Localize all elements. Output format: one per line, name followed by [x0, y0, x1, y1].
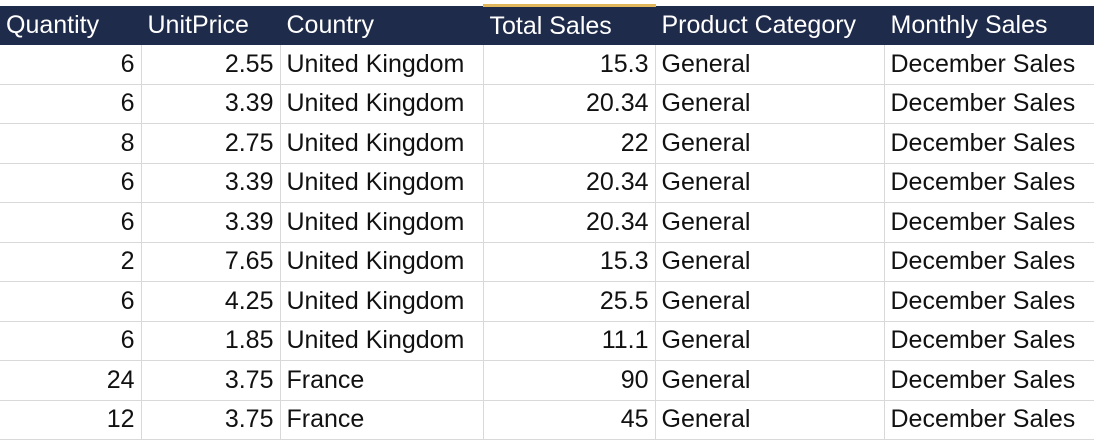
- product-category-cell[interactable]: General: [655, 84, 885, 124]
- quantity-cell[interactable]: 6: [0, 321, 142, 361]
- unitprice-cell[interactable]: 3.39: [141, 163, 281, 203]
- quantity-cell[interactable]: 24: [0, 360, 142, 401]
- monthly-sales-cell[interactable]: December Sales: [884, 163, 1094, 203]
- total-sales-cell[interactable]: 22: [483, 123, 656, 164]
- product-category-cell[interactable]: General: [655, 163, 885, 203]
- column-header-total-sales[interactable]: Total Sales: [483, 4, 656, 45]
- country-cell[interactable]: United Kingdom: [280, 123, 484, 164]
- column-header-country[interactable]: Country: [280, 5, 484, 45]
- total-sales-cell[interactable]: 11.1: [483, 321, 656, 361]
- spreadsheet: Quantity UnitPrice Country Total Sales P…: [0, 4, 1094, 440]
- product-category-cell[interactable]: General: [655, 400, 885, 440]
- quantity-cell[interactable]: 6: [0, 163, 142, 203]
- unitprice-cell[interactable]: 1.85: [141, 321, 281, 361]
- product-category-cell[interactable]: General: [655, 360, 885, 401]
- monthly-sales-cell[interactable]: December Sales: [884, 123, 1094, 164]
- column-header-quantity[interactable]: Quantity: [0, 5, 142, 45]
- country-cell[interactable]: United Kingdom: [280, 45, 484, 85]
- product-category-cell[interactable]: General: [655, 202, 885, 243]
- table-body: 6 2.55 United Kingdom 15.3 General Decem…: [0, 45, 1094, 440]
- product-category-cell[interactable]: General: [655, 281, 885, 322]
- unitprice-cell[interactable]: 2.75: [141, 123, 281, 164]
- quantity-cell[interactable]: 6: [0, 45, 142, 85]
- total-sales-cell[interactable]: 20.34: [483, 84, 656, 124]
- product-category-cell[interactable]: General: [655, 242, 885, 282]
- monthly-sales-cell[interactable]: December Sales: [884, 281, 1094, 322]
- unitprice-cell[interactable]: 2.55: [141, 45, 281, 85]
- monthly-sales-cell[interactable]: December Sales: [884, 45, 1094, 85]
- quantity-cell[interactable]: 12: [0, 400, 142, 440]
- total-sales-cell[interactable]: 45: [483, 400, 656, 440]
- country-cell[interactable]: United Kingdom: [280, 202, 484, 243]
- quantity-cell[interactable]: 6: [0, 202, 142, 243]
- unitprice-cell[interactable]: 3.39: [141, 202, 281, 243]
- quantity-cell[interactable]: 8: [0, 123, 142, 164]
- table-row: 6 4.25 United Kingdom 25.5 General Decem…: [0, 281, 1094, 322]
- column-header-unitprice[interactable]: UnitPrice: [141, 5, 281, 45]
- table-row: 2 7.65 United Kingdom 15.3 General Decem…: [0, 242, 1094, 282]
- table-header: Quantity UnitPrice Country Total Sales P…: [0, 4, 1094, 45]
- table-row: 6 3.39 United Kingdom 20.34 General Dece…: [0, 163, 1094, 203]
- product-category-cell[interactable]: General: [655, 123, 885, 164]
- table-row: 6 1.85 United Kingdom 11.1 General Decem…: [0, 321, 1094, 361]
- quantity-cell[interactable]: 6: [0, 281, 142, 322]
- unitprice-cell[interactable]: 3.75: [141, 400, 281, 440]
- country-cell[interactable]: France: [280, 400, 484, 440]
- table-row: 8 2.75 United Kingdom 22 General Decembe…: [0, 123, 1094, 164]
- monthly-sales-cell[interactable]: December Sales: [884, 360, 1094, 401]
- unitprice-cell[interactable]: 7.65: [141, 242, 281, 282]
- table-row: 6 3.39 United Kingdom 20.34 General Dece…: [0, 84, 1094, 124]
- data-table: Quantity UnitPrice Country Total Sales P…: [0, 4, 1094, 440]
- column-header-monthly-sales[interactable]: Monthly Sales: [884, 5, 1094, 45]
- total-sales-cell[interactable]: 90: [483, 360, 656, 401]
- quantity-cell[interactable]: 2: [0, 242, 142, 282]
- product-category-cell[interactable]: General: [655, 321, 885, 361]
- monthly-sales-cell[interactable]: December Sales: [884, 202, 1094, 243]
- country-cell[interactable]: France: [280, 360, 484, 401]
- quantity-cell[interactable]: 6: [0, 84, 142, 124]
- monthly-sales-cell[interactable]: December Sales: [884, 242, 1094, 282]
- monthly-sales-cell[interactable]: December Sales: [884, 84, 1094, 124]
- total-sales-cell[interactable]: 20.34: [483, 163, 656, 203]
- country-cell[interactable]: United Kingdom: [280, 321, 484, 361]
- country-cell[interactable]: United Kingdom: [280, 163, 484, 203]
- header-row: Quantity UnitPrice Country Total Sales P…: [0, 4, 1094, 45]
- table-row: 6 3.39 United Kingdom 20.34 General Dece…: [0, 202, 1094, 243]
- table-row: 6 2.55 United Kingdom 15.3 General Decem…: [0, 45, 1094, 85]
- product-category-cell[interactable]: General: [655, 45, 885, 85]
- table-row: 24 3.75 France 90 General December Sales: [0, 360, 1094, 401]
- country-cell[interactable]: United Kingdom: [280, 242, 484, 282]
- unitprice-cell[interactable]: 3.39: [141, 84, 281, 124]
- country-cell[interactable]: United Kingdom: [280, 281, 484, 322]
- country-cell[interactable]: United Kingdom: [280, 84, 484, 124]
- unitprice-cell[interactable]: 4.25: [141, 281, 281, 322]
- unitprice-cell[interactable]: 3.75: [141, 360, 281, 401]
- monthly-sales-cell[interactable]: December Sales: [884, 321, 1094, 361]
- table-row: 12 3.75 France 45 General December Sales: [0, 400, 1094, 440]
- column-header-product-category[interactable]: Product Category: [655, 5, 885, 45]
- total-sales-cell[interactable]: 15.3: [483, 242, 656, 282]
- monthly-sales-cell[interactable]: December Sales: [884, 400, 1094, 440]
- total-sales-cell[interactable]: 25.5: [483, 281, 656, 322]
- total-sales-cell[interactable]: 20.34: [483, 202, 656, 243]
- total-sales-cell[interactable]: 15.3: [483, 45, 656, 85]
